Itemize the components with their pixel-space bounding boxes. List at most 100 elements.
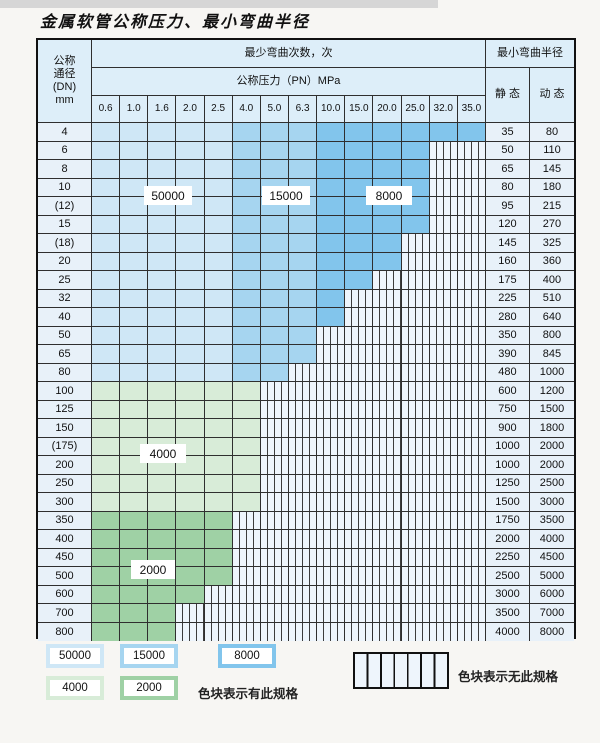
spec-available-cell <box>401 141 430 160</box>
no-spec-cell <box>288 511 318 530</box>
spec-available-cell <box>204 382 233 401</box>
spec-available-cell <box>176 511 205 530</box>
no-spec-cell <box>401 308 430 327</box>
spec-available-cell <box>232 456 261 475</box>
spec-available-cell <box>120 400 149 419</box>
no-spec-cell <box>457 382 486 401</box>
static-radius-cell: 1750 <box>485 511 530 530</box>
static-radius-cell: 1000 <box>485 437 530 456</box>
spec-available-cell <box>120 308 149 327</box>
spec-available-cell <box>120 493 149 512</box>
dn-header-line: (DN) <box>52 81 77 93</box>
spec-available-cell <box>92 474 121 493</box>
cycles-label-4000: 4000 <box>140 444 186 463</box>
no-spec-cell <box>373 511 402 530</box>
spec-available-cell <box>204 178 233 197</box>
no-spec-cell <box>288 400 318 419</box>
static-radius-cell: 95 <box>485 197 530 216</box>
no-spec-cell <box>401 585 430 604</box>
dynamic-radius-cell: 3500 <box>529 511 574 530</box>
no-spec-cell <box>373 382 402 401</box>
dynamic-radius-cell: 215 <box>529 197 574 216</box>
legend-swatch-15000: 15000 <box>120 644 178 668</box>
no-spec-cell <box>429 622 458 641</box>
no-spec-cell <box>457 234 486 253</box>
spec-available-cell <box>204 197 233 216</box>
spec-available-cell <box>148 511 177 530</box>
pressure-tick: 0.6 <box>92 96 121 123</box>
dn-cell: 15 <box>38 215 92 234</box>
no-spec-cell <box>401 419 430 438</box>
no-spec-cell <box>401 474 430 493</box>
no-spec-cell <box>260 604 289 623</box>
spec-available-cell <box>148 585 177 604</box>
spec-available-cell <box>148 604 177 623</box>
spec-available-cell <box>401 123 430 142</box>
no-spec-cell <box>373 289 402 308</box>
static-radius-cell: 35 <box>485 123 530 142</box>
no-spec-cell <box>373 400 402 419</box>
spec-available-cell <box>401 215 430 234</box>
spec-available-cell <box>232 419 261 438</box>
no-spec-cell <box>317 622 346 641</box>
no-spec-cell <box>457 567 486 586</box>
no-spec-cell <box>317 326 346 345</box>
spec-available-cell <box>204 160 233 179</box>
dn-cell: 450 <box>38 548 92 567</box>
no-spec-cell <box>317 585 346 604</box>
spec-available-cell <box>204 308 233 327</box>
no-spec-cell <box>457 456 486 475</box>
page-title: 金属软管公称压力、最小弯曲半径 <box>40 12 311 31</box>
spec-available-cell <box>232 326 261 345</box>
no-spec-cell <box>401 326 430 345</box>
dn-cell: 32 <box>38 289 92 308</box>
static-radius-cell: 2500 <box>485 567 530 586</box>
no-spec-cell <box>401 271 430 290</box>
no-spec-cell <box>401 289 430 308</box>
dn-cell: 80 <box>38 363 92 382</box>
no-spec-cell <box>288 437 318 456</box>
spec-available-cell <box>92 289 121 308</box>
no-spec-cell <box>457 289 486 308</box>
spec-available-cell <box>317 178 346 197</box>
no-spec-cell <box>288 622 318 641</box>
spec-available-cell <box>176 308 205 327</box>
dn-cell: 40 <box>38 308 92 327</box>
no-spec-cell <box>429 178 458 197</box>
no-spec-cell <box>401 622 430 641</box>
spec-available-cell <box>176 326 205 345</box>
spec-available-cell <box>317 234 346 253</box>
spec-available-cell <box>232 178 261 197</box>
spec-available-cell <box>345 160 374 179</box>
spec-available-cell <box>176 382 205 401</box>
spec-available-cell <box>120 474 149 493</box>
spec-available-cell <box>120 382 149 401</box>
no-spec-cell <box>429 326 458 345</box>
no-spec-cell <box>345 530 374 549</box>
no-spec-cell <box>345 289 374 308</box>
spec-available-cell <box>92 493 121 512</box>
no-spec-cell <box>345 493 374 512</box>
no-spec-cell <box>373 567 402 586</box>
no-spec-cell <box>288 567 318 586</box>
no-spec-cell <box>260 437 289 456</box>
spec-available-cell <box>232 252 261 271</box>
dn-cell: 150 <box>38 419 92 438</box>
spec-available-cell <box>92 585 121 604</box>
no-spec-cell <box>457 585 486 604</box>
no-spec-cell <box>288 456 318 475</box>
no-spec-cell <box>373 622 402 641</box>
spec-available-cell <box>176 215 205 234</box>
spec-available-cell <box>148 622 177 641</box>
spec-available-cell <box>345 123 374 142</box>
static-radius-cell: 1000 <box>485 456 530 475</box>
dn-cell: 8 <box>38 160 92 179</box>
spec-available-cell <box>260 326 289 345</box>
no-spec-cell <box>288 585 318 604</box>
no-spec-cell <box>373 437 402 456</box>
spec-available-cell <box>401 160 430 179</box>
no-spec-cell <box>345 604 374 623</box>
no-spec-cell <box>401 493 430 512</box>
spec-available-cell <box>176 123 205 142</box>
spec-available-cell <box>92 382 121 401</box>
